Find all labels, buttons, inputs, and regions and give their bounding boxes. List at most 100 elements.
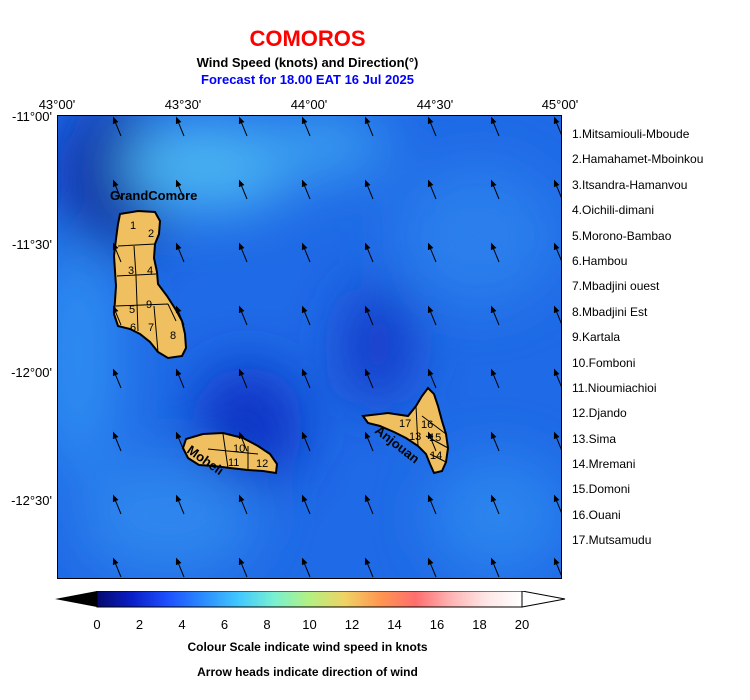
wind-arrow <box>427 242 437 263</box>
colorbar-gradient <box>96 591 523 608</box>
legend-item: 3.Itsandra-Hamanvou <box>572 177 688 192</box>
legend-item: 12.Djando <box>572 406 627 421</box>
wind-arrow <box>364 179 374 200</box>
colorbar-tick-label: 18 <box>472 617 487 632</box>
colorbar-caption: Colour Scale indicate wind speed in knot… <box>187 640 428 654</box>
region-number-label: 7 <box>148 322 154 334</box>
wind-arrow <box>238 368 248 389</box>
wind-arrow <box>301 179 311 200</box>
map-title: COMOROS <box>249 26 366 51</box>
wind-arrow <box>112 431 122 452</box>
wind-arrow <box>490 305 500 326</box>
wind-arrow <box>553 557 561 576</box>
legend-item: 6.Hambou <box>572 253 628 268</box>
legend-item: 17.Mutsamudu <box>572 533 652 548</box>
wind-arrow <box>301 431 311 452</box>
forecast-time: Forecast for 18.00 EAT 16 Jul 2025 <box>201 72 414 87</box>
legend-item: 10.Fomboni <box>572 355 636 370</box>
wind-arrow <box>364 116 374 137</box>
wind-arrow <box>238 305 248 326</box>
wind-arrow <box>364 557 374 578</box>
region-number-label: 12 <box>256 458 268 470</box>
wind-arrow <box>238 494 248 515</box>
x-tick-label: 43°00' <box>38 97 76 112</box>
wind-map-canvas: 1 2 3 4 5 6 7 8 9 10 11 12 13 14 15 16 1… <box>58 116 561 578</box>
wind-arrow <box>112 242 122 263</box>
wind-arrow <box>427 305 437 326</box>
wind-arrow <box>301 368 311 389</box>
legend-item: 13.Sima <box>572 431 617 446</box>
wind-arrow <box>175 494 185 515</box>
x-tick-label: 44°00' <box>290 97 328 112</box>
legend-item: 2.Hamahamet-Mboinkou <box>572 152 704 167</box>
arrow-caption: Arrow heads indicate direction of wind <box>197 665 418 679</box>
wind-arrow <box>175 179 185 200</box>
wind-arrow <box>490 179 500 200</box>
wind-arrow <box>175 116 185 137</box>
colorbar-tick-label: 8 <box>263 617 271 632</box>
wind-arrow <box>553 305 561 324</box>
wind-arrow <box>238 557 248 578</box>
colorbar-tick-label: 12 <box>344 617 360 632</box>
region-number-label: 10 <box>233 443 245 455</box>
colorbar-tick-label: 10 <box>302 617 317 632</box>
island-label-grande-comore: GrandComore <box>110 188 197 203</box>
wind-arrow <box>301 557 311 578</box>
wind-arrow <box>175 242 185 263</box>
wind-map: 1 2 3 4 5 6 7 8 9 10 11 12 13 14 15 16 1… <box>57 115 562 579</box>
colorbar-tick-label: 14 <box>387 617 402 632</box>
wind-arrow <box>175 431 185 452</box>
wind-arrow <box>364 305 374 326</box>
region-number-label: 9 <box>146 299 152 311</box>
region-number-label: 11 <box>228 457 239 469</box>
colorbar-tick-label: 20 <box>514 617 530 632</box>
x-tick-label: 44°30' <box>416 97 454 112</box>
wind-arrow <box>301 494 311 515</box>
colorbar-tick-label: 6 <box>220 617 229 632</box>
region-number-label: 3 <box>128 265 134 277</box>
y-tick-label: -11°30' <box>12 237 52 252</box>
region-number-label: 6 <box>130 322 136 334</box>
legend-item: 1.Mitsamiouli-Mboude <box>572 127 690 141</box>
colorbar-tick-label: 0 <box>93 617 101 632</box>
wind-arrow <box>490 242 500 263</box>
wind-arrow <box>364 431 374 452</box>
wind-arrow <box>112 368 122 389</box>
wind-arrow <box>112 179 122 200</box>
legend-item: 14.Mremani <box>572 457 636 472</box>
map-subtitle: Wind Speed (knots) and Direction(°) <box>196 55 419 70</box>
wind-arrow <box>238 431 248 452</box>
region-number-label: 2 <box>148 228 154 240</box>
wind-arrow <box>112 116 122 137</box>
y-tick-label: -11°00' <box>12 109 52 124</box>
anjouan-island <box>361 386 450 475</box>
colorbar-tick-label: 2 <box>135 617 144 632</box>
wind-arrow <box>301 305 311 326</box>
wind-arrow <box>364 242 374 263</box>
wind-arrow <box>553 431 561 450</box>
wind-arrows <box>112 116 561 578</box>
colorbar-tick-label: 16 <box>429 617 445 632</box>
region-number-label: 1 <box>130 220 136 232</box>
moheli-island <box>181 431 279 475</box>
legend-item: 7.Mbadjini ouest <box>572 279 660 294</box>
wind-arrow <box>427 557 437 578</box>
wind-arrow <box>238 242 248 263</box>
colorbar-tick-label: 4 <box>178 617 186 632</box>
wind-arrow <box>175 557 185 578</box>
wind-arrow <box>175 368 185 389</box>
wind-arrow <box>553 242 561 261</box>
legend-item: 8.Mbadjini Est <box>572 304 648 319</box>
wind-arrow <box>553 494 561 513</box>
wind-arrow <box>427 368 437 389</box>
wind-arrow <box>490 431 500 452</box>
x-tick-label: 43°30' <box>164 97 202 112</box>
wind-arrow <box>301 116 311 137</box>
region-number-label: 4 <box>147 265 153 277</box>
wind-arrow <box>175 305 185 326</box>
wind-arrow <box>112 305 122 326</box>
colorbar-max-arrow <box>521 591 566 608</box>
legend-item: 4.Oichili-dimani <box>572 203 655 218</box>
wind-arrow <box>553 116 561 135</box>
legend-item: 9.Kartala <box>572 330 621 345</box>
